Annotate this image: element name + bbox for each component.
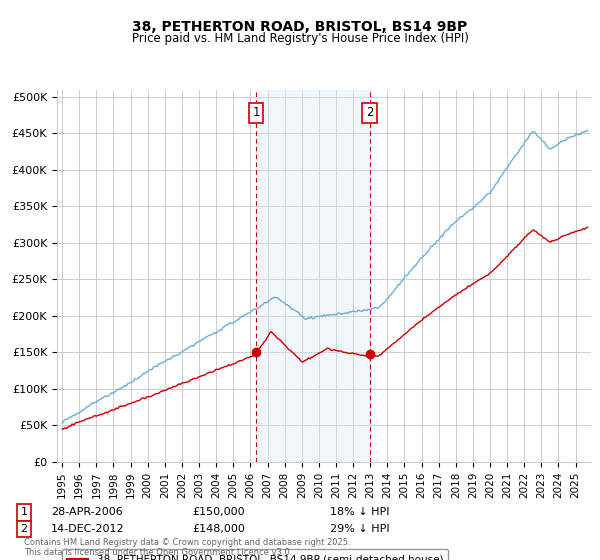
- Text: Price paid vs. HM Land Registry's House Price Index (HPI): Price paid vs. HM Land Registry's House …: [131, 32, 469, 45]
- Text: £148,000: £148,000: [192, 524, 245, 534]
- Text: 1: 1: [253, 106, 260, 119]
- Text: 38, PETHERTON ROAD, BRISTOL, BS14 9BP: 38, PETHERTON ROAD, BRISTOL, BS14 9BP: [133, 20, 467, 34]
- Text: 1: 1: [20, 507, 28, 517]
- Text: 29% ↓ HPI: 29% ↓ HPI: [330, 524, 389, 534]
- Text: 2: 2: [20, 524, 28, 534]
- Text: £150,000: £150,000: [192, 507, 245, 517]
- Legend: 38, PETHERTON ROAD, BRISTOL, BS14 9BP (semi-detached house), HPI: Average price,: 38, PETHERTON ROAD, BRISTOL, BS14 9BP (s…: [62, 549, 448, 560]
- Text: 28-APR-2006: 28-APR-2006: [51, 507, 123, 517]
- Bar: [256, 90, 370, 462]
- Text: 14-DEC-2012: 14-DEC-2012: [51, 524, 125, 534]
- Text: 18% ↓ HPI: 18% ↓ HPI: [330, 507, 389, 517]
- Text: 2: 2: [366, 106, 373, 119]
- Text: Contains HM Land Registry data © Crown copyright and database right 2025.
This d: Contains HM Land Registry data © Crown c…: [24, 538, 350, 557]
